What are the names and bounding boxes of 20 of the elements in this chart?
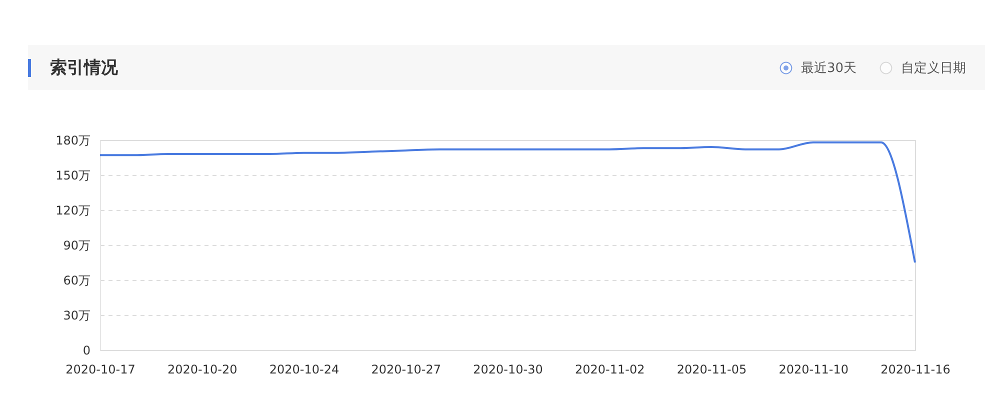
text: 自定义日期 — [901, 61, 966, 76]
x-tick-label: 2020-11-05 — [676, 362, 747, 376]
y-tick-label: 0 — [82, 344, 90, 358]
x-tick-label: 2020-10-17 — [66, 362, 136, 376]
y-tick-label: 120万 — [56, 204, 90, 218]
x-tick-label: 2020-11-02 — [575, 362, 645, 376]
x-tick-label: 2020-11-10 — [778, 362, 848, 376]
line-series — [99, 141, 916, 264]
y-tick-label: 30万 — [63, 308, 90, 322]
x-tick-label: 2020-10-30 — [473, 362, 543, 376]
x-tick-label: 2020-11-16 — [880, 362, 950, 376]
y-tick-label: 150万 — [56, 168, 90, 182]
y-tick-label: 180万 — [56, 134, 90, 148]
y-tick-label: 90万 — [63, 238, 90, 252]
text: 最近30天 — [801, 61, 857, 76]
chart-title: 索引情况 — [50, 58, 119, 78]
x-tick-label: 2020-10-20 — [168, 362, 238, 376]
x-tick-label: 2020-10-24 — [269, 362, 340, 376]
x-tick-label: 2020-10-27 — [371, 362, 441, 376]
y-tick-label: 60万 — [63, 274, 90, 288]
